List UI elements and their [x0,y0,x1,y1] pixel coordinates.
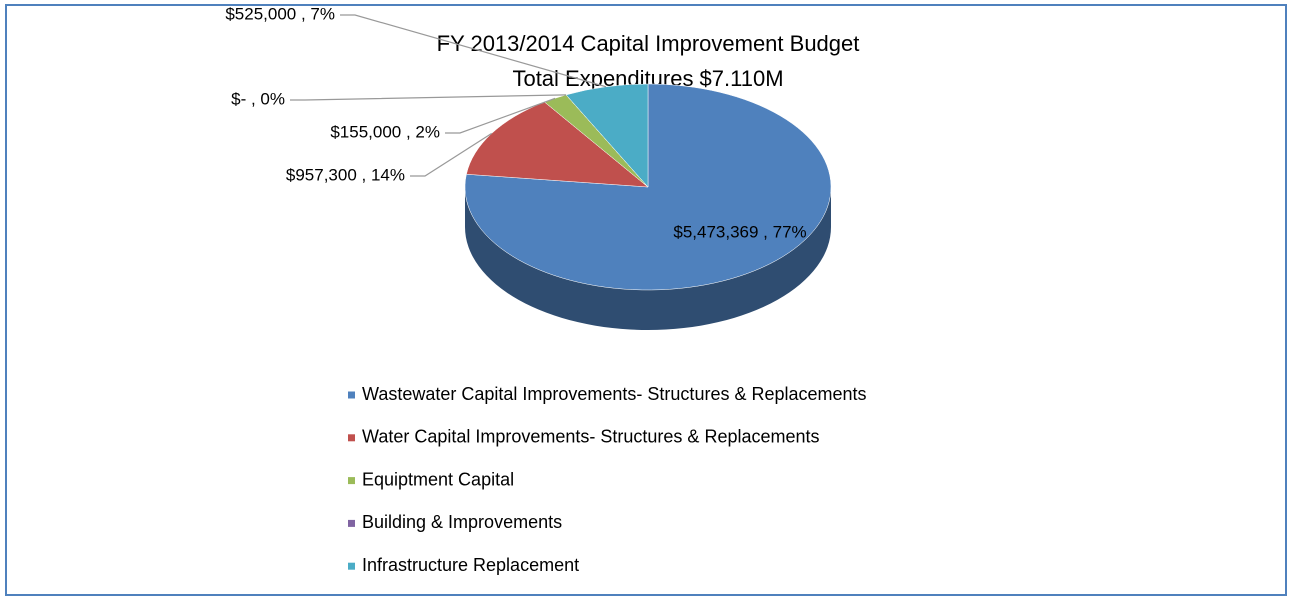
leader-line [290,94,567,101]
legend-swatch [348,391,355,399]
legend-label: Equiptment Capital [362,469,514,489]
legend-swatch [348,519,355,527]
legend-swatch [348,562,355,570]
slice [565,83,649,188]
leader-line [340,14,607,88]
slice [464,83,832,291]
legend-label: Water Capital Improvements- Structures &… [362,427,820,447]
slice-side [465,187,831,330]
data-label: $5,473,369 , 77% [673,222,806,241]
data-label: $525,000 , 7% [225,4,335,23]
legend-swatch [348,434,355,442]
legend-label: Wastewater Capital Improvements- Structu… [362,384,867,404]
legend-swatch [348,477,355,485]
data-label: $957,300 , 14% [286,165,405,184]
data-label: $155,000 , 2% [330,122,440,141]
data-label: $- , 0% [231,89,285,108]
leader-line [410,132,493,177]
legend-label: Infrastructure Replacement [362,555,579,575]
legend-label: Building & Improvements [362,512,562,532]
chart-title: FY 2013/2014 Capital Improvement Budget [437,31,860,56]
leader-line [445,97,556,134]
